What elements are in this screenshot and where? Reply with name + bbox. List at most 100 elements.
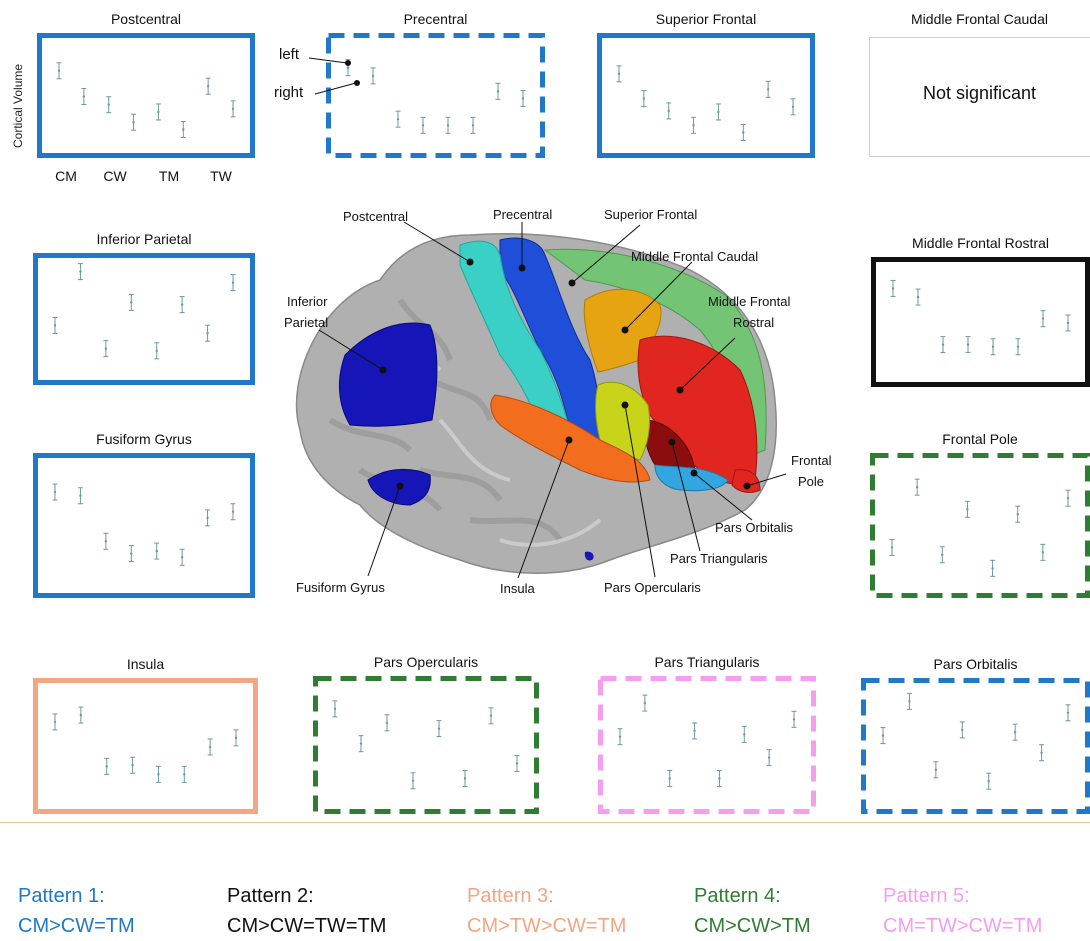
error-bar [130, 756, 136, 774]
x-label-tm: TM [158, 168, 180, 184]
panel-plot [37, 33, 255, 158]
plot-svg [33, 453, 255, 598]
error-bar [990, 559, 996, 577]
error-bar [940, 336, 946, 354]
error-bar [131, 113, 137, 131]
panel-plot [871, 257, 1090, 387]
panel-title: Middle Frontal Caudal [911, 11, 1048, 27]
panel-pars-opercularis: Pars Opercularis [313, 654, 539, 814]
region-superior-frontal [543, 248, 767, 456]
error-bar [179, 296, 185, 314]
error-bar [765, 80, 771, 98]
error-bar [395, 110, 401, 128]
error-bar [520, 90, 526, 108]
panel-inferior-parietal: Inferior Parietal [33, 231, 255, 385]
brain-label-pars-opercularis: Pars Opercularis [604, 580, 701, 595]
error-bar [52, 713, 58, 731]
error-bar [616, 65, 622, 83]
error-bar [154, 542, 160, 560]
error-bar [52, 483, 58, 501]
legend-pattern-5-name: Pattern 5: [883, 885, 970, 907]
error-bar [766, 749, 772, 767]
error-bar [436, 720, 442, 738]
region-pars-opercularis [595, 381, 651, 461]
error-bar [205, 324, 211, 342]
plot-frame [870, 453, 1090, 598]
brain-label-inferior-parietal-2: Parietal [284, 315, 329, 330]
brain-label-superior-frontal: Superior Frontal [604, 207, 698, 222]
plot-frame [861, 678, 1090, 814]
error-bar [181, 765, 187, 783]
panel-plot [313, 676, 539, 814]
brain-label-frontal-pole-2: Pole [798, 474, 825, 489]
error-bar [1015, 338, 1021, 356]
error-bar [77, 263, 83, 281]
panel-plot [326, 33, 545, 158]
plot-frame [326, 33, 545, 158]
plot-svg [870, 453, 1090, 598]
plot-frame [313, 676, 539, 814]
error-bar [488, 707, 494, 725]
error-bar [410, 772, 416, 790]
brain-label-fusiform-gyrus: Fusiform Gyrus [296, 580, 385, 595]
plot-svg [313, 676, 539, 814]
panel-middle-frontal-caudal: Middle Frontal Caudal Not significant [869, 11, 1090, 157]
error-bar [233, 729, 239, 747]
plot-frame [33, 453, 255, 598]
plot-frame [33, 678, 258, 814]
error-bar [81, 88, 87, 105]
error-bar [445, 116, 451, 134]
panel-plot [597, 33, 815, 158]
error-bar [56, 62, 62, 80]
error-bar [667, 769, 673, 787]
error-bar [986, 772, 992, 790]
plot-svg [37, 33, 255, 158]
error-bar [128, 293, 134, 311]
panel-plot [869, 37, 1090, 157]
panel-title: Insula [126, 656, 165, 672]
error-bar [104, 757, 110, 775]
legend-pattern-1-rule: CM>CW=TM [18, 915, 135, 937]
plot-svg [326, 33, 545, 158]
legend-pattern-3-name: Pattern 3: [467, 885, 554, 907]
legend-pattern-5-rule: CM=TW>CW=TM [883, 915, 1043, 937]
brain-label-pars-orbitalis: Pars Orbitalis [715, 520, 794, 535]
error-bar [180, 120, 186, 138]
error-bar [716, 769, 722, 787]
error-bar [959, 721, 965, 739]
error-bar [939, 546, 945, 564]
error-bar [692, 722, 698, 740]
error-bar [205, 77, 211, 95]
plot-frame [33, 253, 255, 385]
brain-label-postcentral: Postcentral [343, 209, 409, 224]
error-bar [78, 706, 84, 724]
error-bar [1039, 744, 1045, 762]
panel-insula: Insula [33, 656, 258, 814]
error-bar [990, 338, 996, 356]
brain-label-insula: Insula [500, 581, 535, 596]
brain-label-precentral: Precentral [493, 207, 553, 222]
error-bar [103, 340, 109, 358]
panel-title: Fusiform Gyrus [96, 431, 192, 447]
error-bar [154, 342, 160, 360]
panel-plot [33, 253, 255, 385]
error-bar [470, 116, 476, 134]
plot-svg [597, 33, 815, 158]
not-significant-note: Not significant [922, 83, 1037, 103]
error-bar [1040, 310, 1046, 328]
right-annotation: right [274, 84, 304, 101]
legend-divider [0, 822, 1090, 823]
panel-title: Pars Opercularis [373, 654, 479, 670]
error-bar [384, 714, 390, 732]
panel-precentral: Precentral [326, 11, 545, 158]
error-bar [889, 538, 895, 556]
error-bar [462, 769, 468, 787]
x-label-tw: TW [210, 168, 232, 184]
error-bar [740, 124, 746, 142]
error-bar [965, 336, 971, 354]
legend-pattern-3-rule: CM>TW>CW=TM [467, 915, 627, 937]
error-bar [420, 116, 426, 134]
plot-frame [597, 33, 815, 158]
legend-pattern-4-name: Pattern 4: [694, 885, 781, 907]
